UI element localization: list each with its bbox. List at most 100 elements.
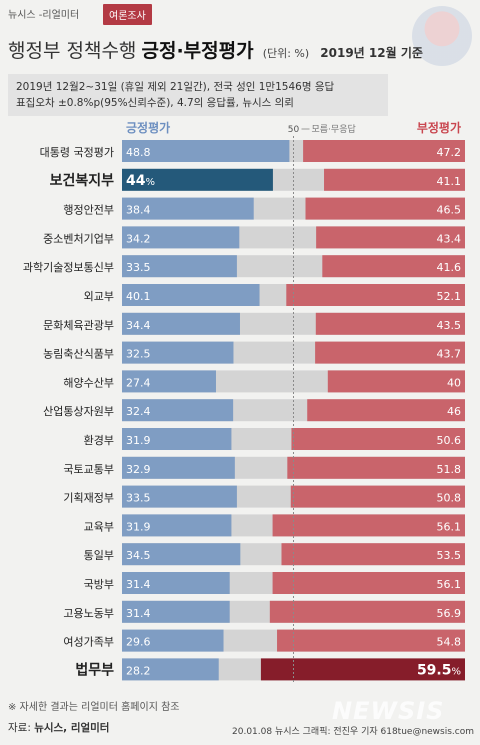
source-label: 자료: (8, 722, 31, 734)
positive-value-label: 27.4 (126, 376, 151, 389)
positive-value-label: 38.4 (126, 204, 151, 217)
negative-value-label: 59.5% (417, 662, 461, 678)
survey-note-line1: 2019년 12월2~31일 (휴일 제외 21일간), 전국 성인 1만154… (16, 81, 335, 93)
negative-value-label: 52.1 (437, 290, 462, 303)
category-label: 대통령 국정평가 (40, 146, 114, 159)
category-label: 국토교통부 (63, 463, 114, 476)
title-unit: (단위: %) (262, 47, 310, 60)
positive-value-label: 33.5 (126, 261, 151, 274)
negative-value-label: 54.8 (437, 636, 462, 649)
positive-bar (122, 629, 224, 652)
category-label: 행정안전부 (63, 204, 114, 217)
source: 자료: 뉴시스, 리얼미터 (8, 720, 109, 735)
positive-bar (122, 428, 232, 450)
negative-value-label: 56.1 (437, 578, 462, 591)
negative-bar (291, 428, 465, 450)
credit: 20.01.08 뉴시스 그래픽: 전진우 기자 618tue@newsis.c… (232, 727, 475, 737)
negative-value-label: 43.4 (437, 232, 462, 245)
negative-bar (290, 485, 465, 508)
positive-bar (122, 485, 237, 508)
positive-bar (122, 658, 219, 681)
positive-bar (122, 197, 254, 220)
negative-bar (327, 370, 465, 393)
negative-bar (286, 284, 465, 306)
category-label: 교육부 (84, 520, 114, 533)
category-label: 국방부 (84, 578, 114, 591)
evaluation-chart: 긍정평가 부정평가 50 모름·무응답 대통령 국정평가 48.8 47.2 보건복지부 44%… (0, 118, 480, 690)
category-label: 여성가족부 (63, 636, 114, 649)
category-label: 기획재정부 (63, 492, 114, 505)
negative-value-label: 41.6 (437, 261, 462, 274)
category-label: 농림축산식품부 (43, 348, 114, 361)
positive-value-label: 33.5 (126, 492, 151, 505)
brand-label: 뉴시스 -리얼미터 (8, 10, 80, 21)
negative-bar (260, 658, 465, 681)
reference-label: 50 (288, 125, 300, 135)
negative-value-label: 50.6 (437, 434, 462, 447)
source-value: 뉴시스, 리얼미터 (34, 722, 110, 734)
title-bold: 긍정·부정평가 (141, 40, 254, 62)
positive-bar (122, 543, 241, 566)
negative-bar (324, 168, 465, 191)
positive-value-label: 32.9 (126, 463, 151, 476)
positive-value-label: 29.6 (126, 636, 151, 649)
survey-note-box: 2019년 12월2~31일 (휴일 제외 21일간), 전국 성인 1만154… (8, 74, 388, 116)
positive-bar (122, 312, 240, 335)
negative-bar (315, 341, 465, 364)
negative-bar (272, 514, 465, 537)
legend-negative: 부정평가 (417, 120, 461, 135)
positive-bar (122, 226, 240, 249)
negative-bar (277, 629, 465, 652)
government-emblem-icon (412, 6, 472, 66)
positive-bar (122, 600, 230, 623)
negative-bar (269, 600, 465, 623)
footnote: ※ 자세한 결과는 리얼미터 홈페이지 참조 (8, 702, 180, 713)
category-label: 과학기술정보통신부 (23, 261, 114, 274)
negative-bar (305, 197, 465, 220)
positive-value-label: 34.4 (126, 319, 151, 332)
positive-bar (122, 341, 234, 364)
category-label: 고용노동부 (63, 607, 114, 620)
positive-bar (122, 140, 290, 162)
positive-value-label: 32.4 (126, 405, 151, 418)
negative-bar (307, 399, 465, 422)
negative-value-label: 56.9 (437, 607, 462, 620)
legend-neutral: 모름·무응답 (312, 123, 356, 135)
category-label: 산업통상자원부 (43, 405, 114, 418)
negative-bar (272, 572, 465, 594)
negative-value-label: 41.1 (437, 175, 462, 188)
negative-value-label: 46.5 (437, 204, 462, 217)
category-label: 외교부 (84, 290, 114, 303)
category-label: 법무부 (75, 662, 114, 678)
negative-value-label: 46 (447, 405, 461, 418)
positive-value-label: 44% (126, 173, 155, 189)
negative-value-label: 43.7 (437, 348, 462, 361)
negative-bar (322, 255, 465, 278)
positive-value-label: 32.5 (126, 348, 151, 361)
legend-positive: 긍정평가 (126, 120, 170, 135)
category-label: 중소벤처기업부 (43, 232, 114, 245)
negative-value-label: 51.8 (437, 463, 462, 476)
category-label: 문화체육관광부 (43, 319, 114, 332)
negative-value-label: 40 (447, 376, 461, 389)
positive-value-label: 31.9 (126, 434, 151, 447)
survey-badge: 여론조사 (103, 4, 152, 25)
negative-value-label: 56.1 (437, 520, 462, 533)
positive-bar (122, 168, 273, 191)
positive-value-label: 48.8 (126, 146, 151, 159)
negative-bar (287, 456, 465, 479)
category-label: 보건복지부 (50, 172, 115, 189)
positive-bar (122, 399, 234, 422)
negative-value-label: 53.5 (437, 549, 462, 562)
negative-bar (281, 543, 465, 566)
positive-bar (122, 370, 216, 393)
positive-value-label: 31.9 (126, 520, 151, 533)
positive-value-label: 28.2 (126, 664, 151, 677)
category-label: 해양수산부 (63, 375, 114, 389)
positive-value-label: 34.2 (126, 232, 151, 245)
title-base-date: 2019년 12월 기준 (320, 46, 423, 60)
positive-bar (122, 284, 260, 306)
title-normal: 행정부 정책수행 (8, 40, 137, 62)
positive-value-label: 31.4 (126, 607, 151, 620)
